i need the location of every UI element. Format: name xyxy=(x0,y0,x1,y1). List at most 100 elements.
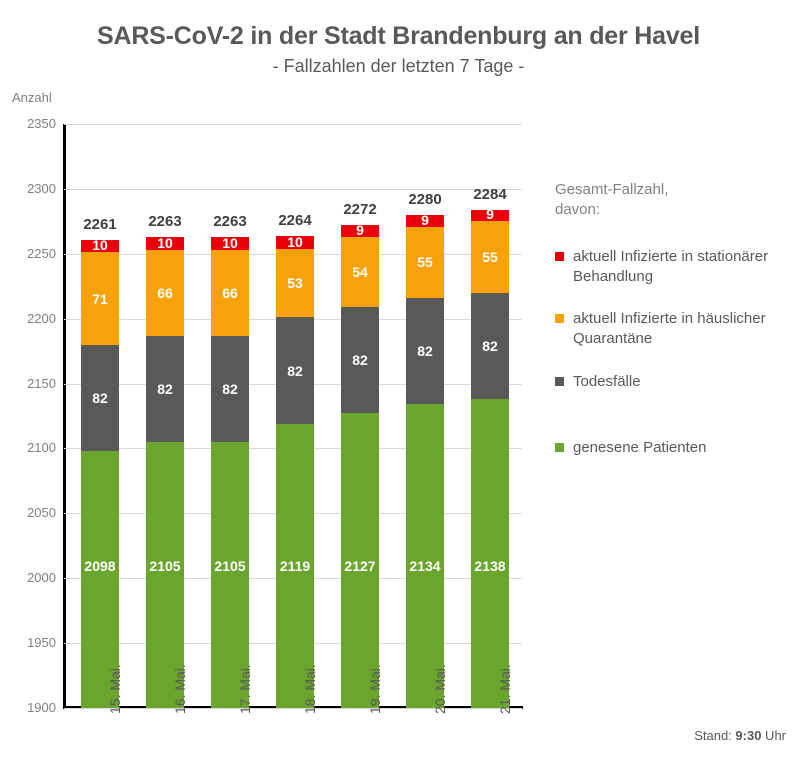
status-prefix: Stand: xyxy=(694,728,736,743)
y-axis-title: Anzahl xyxy=(12,90,52,105)
gridline xyxy=(64,708,522,709)
legend-item[interactable]: Todesfälle xyxy=(555,372,793,392)
bar-segment[interactable]: 10 xyxy=(146,234,184,251)
bar-segment[interactable]: 2119 xyxy=(276,423,314,708)
gridline xyxy=(64,188,522,190)
bar-total-label: 2263 xyxy=(148,212,182,230)
bar-segment[interactable]: 2127 xyxy=(341,413,379,708)
x-axis-tick-label: 18. Mai. xyxy=(276,664,318,782)
bar-segment-value-label: 82 xyxy=(222,380,238,397)
legend-title: Gesamt-Fallzahl, davon: xyxy=(555,181,669,219)
bar-segment-value-label: 82 xyxy=(417,343,433,360)
bar-segment[interactable]: 53 xyxy=(276,248,314,318)
bar-segment[interactable]: 9 xyxy=(471,207,509,222)
legend-item-label: aktuell Infizierte in häuslicher Quarant… xyxy=(573,310,766,348)
bar-segment[interactable]: 66 xyxy=(146,249,184,336)
bar-segment-value-label: 55 xyxy=(417,254,433,271)
legend-item[interactable]: aktuell Infizierte in häuslicher Quarant… xyxy=(555,309,793,350)
bar-segment-value-label: 82 xyxy=(157,380,173,397)
status-timestamp: Stand: 9:30 Uhr xyxy=(540,728,786,743)
x-axis-tick-label: 20. Mai. xyxy=(406,664,448,782)
bar-segment-value-label: 10 xyxy=(157,234,173,251)
x-axis-tick-text: 18. Mai. xyxy=(302,664,318,714)
bar-segment-value-label: 2134 xyxy=(409,558,441,574)
legend-color-swatch xyxy=(555,314,564,323)
bar-segment[interactable]: 82 xyxy=(81,344,119,452)
y-axis-tick-label: 1950 xyxy=(27,635,56,651)
bar-segment[interactable]: 82 xyxy=(146,335,184,442)
bar-total-label: 2272 xyxy=(343,201,377,219)
bar-segment[interactable]: 2138 xyxy=(471,399,509,708)
bar-segment[interactable]: 82 xyxy=(211,335,249,442)
bar-segment[interactable]: 9 xyxy=(341,221,379,238)
bar-segment[interactable]: 10 xyxy=(81,237,119,254)
x-axis-tick-label: 15. Mai. xyxy=(81,664,123,782)
x-axis-tick-text: 21. Mai. xyxy=(497,664,513,714)
bar-segment[interactable]: 2134 xyxy=(406,404,444,708)
bar-segment-value-label: 82 xyxy=(482,337,498,354)
bar-segment-value-label: 71 xyxy=(92,290,108,307)
bar-segment-value-label: 2105 xyxy=(214,558,246,574)
bar-segment[interactable]: 54 xyxy=(341,236,379,307)
bar-group[interactable]: 2138 82 55 9 2284 xyxy=(471,124,509,708)
x-axis-tick-label: 19. Mai. xyxy=(341,664,383,782)
bar-segment[interactable]: 10 xyxy=(211,234,249,251)
y-axis-tick-label: 2250 xyxy=(27,245,56,261)
bar-segment-value-label: 2127 xyxy=(344,558,376,574)
x-axis-tick-label: 16. Mai. xyxy=(146,664,188,782)
y-axis-tick-label: 2150 xyxy=(27,375,56,391)
status-suffix: Uhr xyxy=(761,728,786,743)
bar-segment-value-label: 9 xyxy=(356,221,364,238)
bar-segment-value-label: 55 xyxy=(482,249,498,266)
legend-item[interactable]: aktuell Infizierte in stationärer Behand… xyxy=(555,247,793,288)
bar-segment-value-label: 53 xyxy=(287,274,303,291)
bar-segment-value-label: 10 xyxy=(222,234,238,251)
bar-segment-value-label: 10 xyxy=(92,237,108,254)
bar-group[interactable]: 2134 82 55 9 2280 xyxy=(406,124,444,708)
bar-total-label: 2280 xyxy=(408,190,442,208)
bar-segment[interactable]: 2105 xyxy=(146,441,184,708)
bar-segment[interactable]: 2098 xyxy=(81,451,119,708)
x-axis-tick-text: 19. Mai. xyxy=(367,664,383,714)
x-axis-tick-text: 15. Mai. xyxy=(107,664,123,714)
y-axis-tick-label: 2050 xyxy=(27,505,56,521)
y-axis-tick-label: 2100 xyxy=(27,440,56,456)
bar-segment[interactable]: 82 xyxy=(341,307,379,414)
bar-segment[interactable]: 82 xyxy=(406,297,444,405)
bar-segment[interactable]: 55 xyxy=(471,221,509,293)
bar-segment-value-label: 66 xyxy=(157,284,173,301)
bar-segment-value-label: 2138 xyxy=(474,558,506,574)
chart-legend: Gesamt-Fallzahl, davon: aktuell Infizier… xyxy=(555,180,793,480)
bar-segment[interactable]: 66 xyxy=(211,249,249,336)
x-axis-tick-text: 17. Mai. xyxy=(237,664,253,714)
bar-segment-value-label: 54 xyxy=(352,263,368,280)
bar-group[interactable]: 2098 82 71 10 2261 xyxy=(81,124,119,708)
bar-group[interactable]: 2127 82 54 9 2272 xyxy=(341,124,379,708)
bar-segment[interactable]: 2105 xyxy=(211,441,249,708)
bar-group[interactable]: 2105 82 66 10 2263 xyxy=(146,124,184,708)
bar-group[interactable]: 2105 82 66 10 2263 xyxy=(211,124,249,708)
status-time: 9:30 xyxy=(735,728,762,743)
gridline xyxy=(64,124,522,125)
bar-total-label: 2264 xyxy=(278,211,312,229)
legend-items: aktuell Infizierte in stationärer Behand… xyxy=(555,247,793,459)
bar-segment[interactable]: 71 xyxy=(81,252,119,345)
bar-segment[interactable]: 9 xyxy=(406,211,444,228)
chart-title: SARS-CoV-2 in der Stadt Brandenburg an d… xyxy=(96,22,700,50)
bar-segment[interactable]: 82 xyxy=(276,317,314,424)
bar-group[interactable]: 2119 82 53 10 2264 xyxy=(276,124,314,708)
legend-color-swatch xyxy=(555,376,564,386)
y-axis-tick-label: 2350 xyxy=(27,116,56,131)
bar-segment-value-label: 82 xyxy=(92,389,108,406)
x-axis-tick-label: 21. Mai. xyxy=(471,664,513,782)
bar-segment-value-label: 9 xyxy=(421,211,429,228)
bar-segment-value-label: 82 xyxy=(352,352,368,369)
chart-subtitle: - Fallzahlen der letzten 7 Tage - xyxy=(272,56,525,76)
legend-item[interactable]: genesene Patienten xyxy=(555,438,793,458)
bar-segment[interactable]: 55 xyxy=(406,226,444,298)
plot-area: 2098 82 71 10 2261 2105 82 66 10 2263 2105 82 66 10 22… xyxy=(64,124,522,709)
bar-segment[interactable]: 10 xyxy=(276,235,314,249)
legend-item-label: genesene Patienten xyxy=(573,438,707,456)
bar-segment[interactable]: 82 xyxy=(471,292,509,400)
y-axis-line xyxy=(63,124,66,709)
